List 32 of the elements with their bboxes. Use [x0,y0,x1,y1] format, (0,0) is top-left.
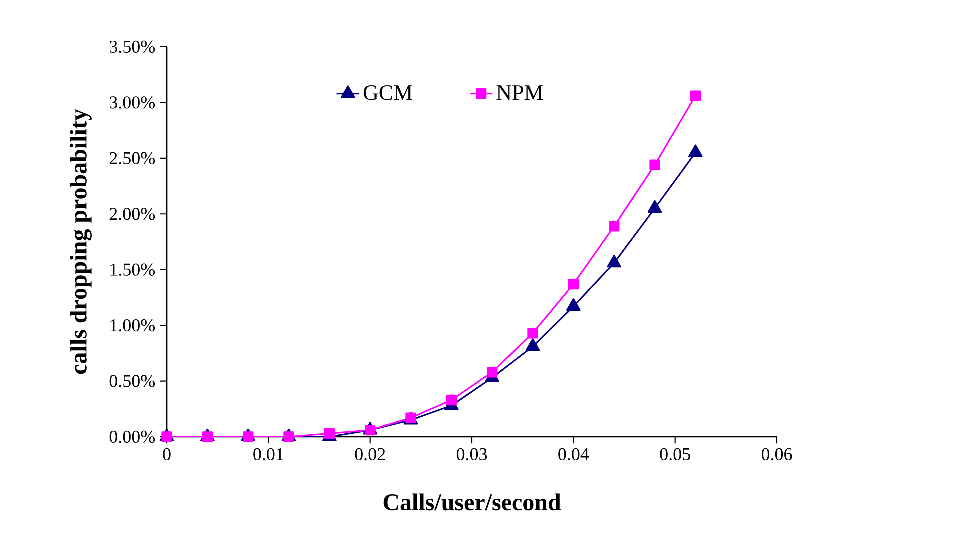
y-tick-label: 2.50% [110,152,156,165]
point [365,424,376,436]
x-tick-label: 0 [163,448,171,461]
point [243,432,254,442]
y-axis-title: calls dropping probability [70,109,92,374]
point [446,394,458,406]
y-tick-label: 1.00% [110,319,156,332]
x-tick-label: 0.01 [254,448,284,461]
point [487,367,498,378]
x-axis-title: Calls/user/second [384,494,562,511]
y-tick-label: 0.00% [110,430,156,444]
point [528,328,538,339]
point [568,279,580,290]
legend-label: GCM [364,86,412,100]
x-tick-label: 0.02 [355,448,386,461]
legend-label: NPM [496,86,544,100]
point [284,432,294,442]
x-tick-label: 0.06 [762,448,792,461]
y-tick-label: 3.00% [110,96,156,109]
y-tick-label: 3.50% [110,40,156,54]
y-tick-label: 0.50% [110,375,156,388]
point [324,428,336,439]
point [162,432,172,442]
x-tick-label: 0.05 [660,448,690,461]
point [690,90,702,102]
x-tick-label: 0.03 [456,448,488,461]
x-tick-label: 0.04 [558,448,590,461]
y-tick-label: 2.00% [110,208,156,220]
y-tick-label: 1.50% [110,264,156,276]
point [609,221,620,232]
point [202,432,214,442]
point [650,160,660,170]
